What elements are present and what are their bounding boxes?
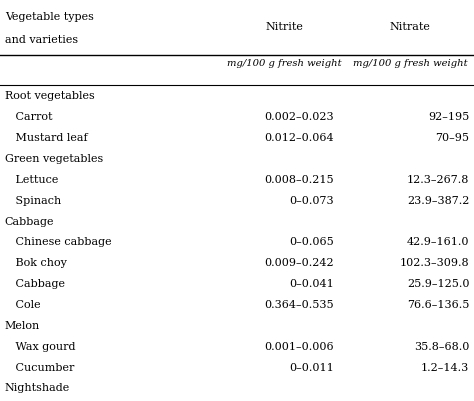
Text: Cabbage: Cabbage [5,279,65,289]
Text: 42.9–161.0: 42.9–161.0 [407,237,469,247]
Text: Mustard leaf: Mustard leaf [5,133,87,143]
Text: Nitrate: Nitrate [390,22,430,32]
Text: Nitrite: Nitrite [265,22,303,32]
Text: Cabbage: Cabbage [5,217,54,227]
Text: 35.8–68.0: 35.8–68.0 [414,342,469,352]
Text: Vegetable types: Vegetable types [5,12,93,22]
Text: 25.9–125.0: 25.9–125.0 [407,279,469,289]
Text: Lettuce: Lettuce [5,175,58,185]
Text: 0.009–0.242: 0.009–0.242 [264,258,334,268]
Text: mg/100 g fresh weight: mg/100 g fresh weight [227,59,342,68]
Text: 0–0.011: 0–0.011 [290,363,334,373]
Text: 0–0.065: 0–0.065 [290,237,334,247]
Text: 12.3–267.8: 12.3–267.8 [407,175,469,185]
Text: mg/100 g fresh weight: mg/100 g fresh weight [353,59,467,68]
Text: Cole: Cole [5,300,40,310]
Text: and varieties: and varieties [5,35,78,45]
Text: 0.008–0.215: 0.008–0.215 [264,175,334,185]
Text: Green vegetables: Green vegetables [5,154,103,164]
Text: 23.9–387.2: 23.9–387.2 [407,196,469,206]
Text: Chinese cabbage: Chinese cabbage [5,237,111,247]
Text: Melon: Melon [5,321,40,331]
Text: Nightshade: Nightshade [5,383,70,393]
Text: 0–0.073: 0–0.073 [290,196,334,206]
Text: Cucumber: Cucumber [5,363,74,373]
Text: 76.6–136.5: 76.6–136.5 [407,300,469,310]
Text: 70–95: 70–95 [435,133,469,143]
Text: Bok choy: Bok choy [5,258,67,268]
Text: Spinach: Spinach [5,196,61,206]
Text: 1.2–14.3: 1.2–14.3 [421,363,469,373]
Text: Wax gourd: Wax gourd [5,342,75,352]
Text: 0.012–0.064: 0.012–0.064 [264,133,334,143]
Text: 92–195: 92–195 [428,112,469,122]
Text: Carrot: Carrot [5,112,52,122]
Text: 0.001–0.006: 0.001–0.006 [264,342,334,352]
Text: 102.3–309.8: 102.3–309.8 [400,258,469,268]
Text: 0.002–0.023: 0.002–0.023 [264,112,334,122]
Text: 0.364–0.535: 0.364–0.535 [264,300,334,310]
Text: Root vegetables: Root vegetables [5,91,94,101]
Text: 0–0.041: 0–0.041 [290,279,334,289]
